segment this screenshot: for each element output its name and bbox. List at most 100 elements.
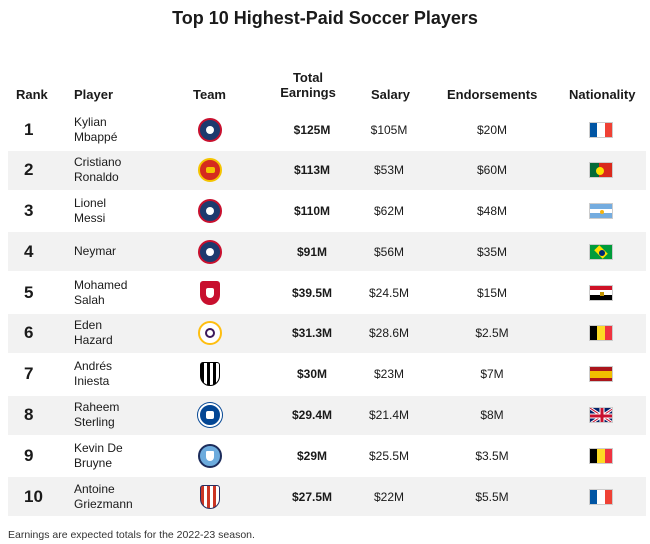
table-row: 4 Neymar $91M $56M $35M bbox=[8, 232, 646, 272]
footnote: Earnings are expected totals for the 202… bbox=[8, 529, 255, 541]
salary-cell: $21.4M bbox=[368, 408, 410, 423]
col-player-header: Player bbox=[74, 87, 114, 102]
endorsements-cell: $20M bbox=[476, 122, 508, 137]
salary-cell: $56M bbox=[373, 244, 405, 259]
total-earnings-cell: $29.4M bbox=[291, 408, 333, 423]
argentina-flag-icon bbox=[589, 203, 613, 220]
endorsements-cell: $3.5M bbox=[475, 448, 509, 463]
col-nationality-header: Nationality bbox=[569, 87, 636, 102]
nationality-cell bbox=[589, 232, 613, 271]
player-last-name: Mbappé bbox=[74, 129, 118, 144]
col-team-header: Team bbox=[193, 87, 226, 102]
manchester-united-crest-icon bbox=[198, 158, 222, 183]
nationality-cell bbox=[589, 314, 613, 353]
table-row: 9 Kevin De Bruyne $29M $25.5M $3.5M bbox=[8, 436, 646, 475]
player-cell: Andrés Iniesta bbox=[74, 355, 112, 394]
total-earnings-cell: $31.3M bbox=[291, 326, 333, 341]
total-earnings-cell: $125M bbox=[293, 122, 331, 137]
col-endorsements-header: Endorsements bbox=[447, 87, 538, 102]
total-earnings-cell: $39.5M bbox=[291, 285, 333, 300]
player-cell: Raheem Sterling bbox=[74, 396, 119, 435]
uk-flag-icon bbox=[589, 407, 613, 424]
salary-cell: $62M bbox=[373, 204, 405, 219]
player-cell: Kylian Mbappé bbox=[74, 110, 117, 149]
salary-cell: $24.5M bbox=[368, 285, 410, 300]
player-cell: Cristiano Ronaldo bbox=[74, 151, 121, 190]
psg-crest-icon bbox=[198, 199, 222, 224]
salary-cell: $22M bbox=[373, 489, 405, 504]
player-first-name: Kevin De bbox=[74, 440, 123, 455]
rank-cell: 9 bbox=[24, 445, 34, 465]
rank-cell: 8 bbox=[24, 405, 34, 425]
player-cell: Kevin De Bruyne bbox=[74, 436, 123, 475]
player-cell: Eden Hazard bbox=[74, 314, 113, 353]
table-row: 2 Cristiano Ronaldo $113M $53M $60M bbox=[8, 150, 646, 190]
player-last-name: Salah bbox=[74, 292, 105, 307]
salary-cell: $25.5M bbox=[368, 448, 410, 463]
rank-cell: 10 bbox=[24, 486, 43, 506]
player-last-name: Griezmann bbox=[74, 496, 133, 511]
table-row: 10 Antoine Griezmann $27.5M $22M $5.5M bbox=[8, 477, 646, 517]
belgium-flag-icon bbox=[589, 447, 613, 464]
total-earnings-cell: $27.5M bbox=[291, 489, 333, 504]
endorsements-cell: $2.5M bbox=[475, 326, 509, 341]
team-cell bbox=[195, 396, 225, 435]
team-cell bbox=[195, 192, 225, 231]
team-cell bbox=[195, 110, 225, 149]
salary-cell: $23M bbox=[373, 367, 405, 382]
player-first-name: Neymar bbox=[74, 244, 117, 259]
nationality-cell bbox=[589, 273, 613, 312]
psg-crest-icon bbox=[198, 117, 222, 142]
endorsements-cell: $5.5M bbox=[475, 489, 509, 504]
table-row: 3 Lionel Messi $110M $62M $48M bbox=[8, 192, 646, 231]
player-first-name: Kylian bbox=[74, 114, 107, 129]
nationality-cell bbox=[589, 396, 613, 435]
players-table: 1 Kylian Mbappé $125M $105M $20M 2 Cristi… bbox=[8, 110, 646, 518]
chelsea-crest-icon bbox=[198, 403, 222, 428]
table-row: 1 Kylian Mbappé $125M $105M $20M bbox=[8, 110, 646, 149]
col-rank-header: Rank bbox=[16, 87, 48, 102]
col-salary-header: Salary bbox=[371, 87, 411, 102]
vissel-kobe-crest-icon bbox=[200, 362, 220, 387]
liverpool-crest-icon bbox=[200, 280, 220, 305]
total-earnings-cell: $113M bbox=[293, 163, 331, 178]
egypt-flag-icon bbox=[589, 284, 613, 301]
table-row: 7 Andrés Iniesta $30M $23M $7M bbox=[8, 355, 646, 394]
team-cell bbox=[195, 477, 225, 516]
nationality-cell bbox=[589, 110, 613, 149]
portugal-flag-icon bbox=[589, 162, 613, 179]
player-first-name: Cristiano bbox=[74, 155, 122, 170]
endorsements-cell: $8M bbox=[480, 408, 504, 423]
endorsements-cell: $15M bbox=[476, 285, 508, 300]
player-first-name: Eden bbox=[74, 318, 103, 333]
player-cell: Lionel Messi bbox=[74, 192, 106, 231]
atletico-madrid-crest-icon bbox=[200, 484, 220, 509]
player-last-name: Hazard bbox=[74, 333, 113, 348]
nationality-cell bbox=[589, 151, 613, 190]
table-row: 6 Eden Hazard $31.3M $28.6M $2.5M bbox=[8, 313, 646, 353]
spain-flag-icon bbox=[589, 366, 613, 383]
endorsements-cell: $60M bbox=[476, 163, 508, 178]
player-first-name: Raheem bbox=[74, 400, 120, 415]
table-header: Rank Player Team Total Earnings Salary E… bbox=[0, 70, 650, 104]
total-earnings-cell: $30M bbox=[296, 367, 328, 382]
endorsements-cell: $48M bbox=[476, 204, 508, 219]
belgium-flag-icon bbox=[589, 325, 613, 342]
player-last-name: Iniesta bbox=[74, 374, 110, 389]
player-last-name: Ronaldo bbox=[74, 170, 119, 185]
rank-cell: 6 bbox=[24, 323, 34, 343]
player-first-name: Antoine bbox=[74, 481, 115, 496]
endorsements-cell: $7M bbox=[480, 367, 504, 382]
nationality-cell bbox=[589, 477, 613, 516]
page-title: Top 10 Highest-Paid Soccer Players bbox=[172, 8, 478, 28]
player-last-name: Bruyne bbox=[74, 455, 113, 470]
player-last-name: Sterling bbox=[74, 415, 115, 430]
player-cell: Neymar bbox=[74, 232, 116, 271]
brazil-flag-icon bbox=[589, 243, 613, 260]
rank-cell: 2 bbox=[24, 160, 34, 180]
rank-cell: 1 bbox=[24, 119, 34, 139]
real-madrid-crest-icon bbox=[198, 321, 222, 346]
salary-cell: $28.6M bbox=[368, 326, 410, 341]
manchester-city-crest-icon bbox=[198, 443, 222, 468]
table-row: 8 Raheem Sterling $29.4M $21.4M $8M bbox=[8, 395, 646, 435]
